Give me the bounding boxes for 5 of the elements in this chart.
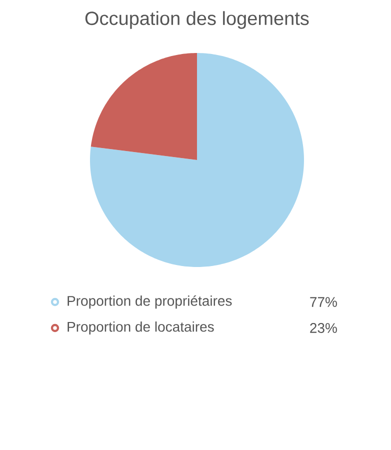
data-label: 23% [310, 323, 337, 333]
legend-label: Proportion de locataires [68, 321, 214, 335]
chart-title: Occupation des logements [85, 11, 309, 29]
data-label: 77% [310, 297, 337, 307]
legend-label: Proportion de propriétaires [68, 295, 232, 309]
